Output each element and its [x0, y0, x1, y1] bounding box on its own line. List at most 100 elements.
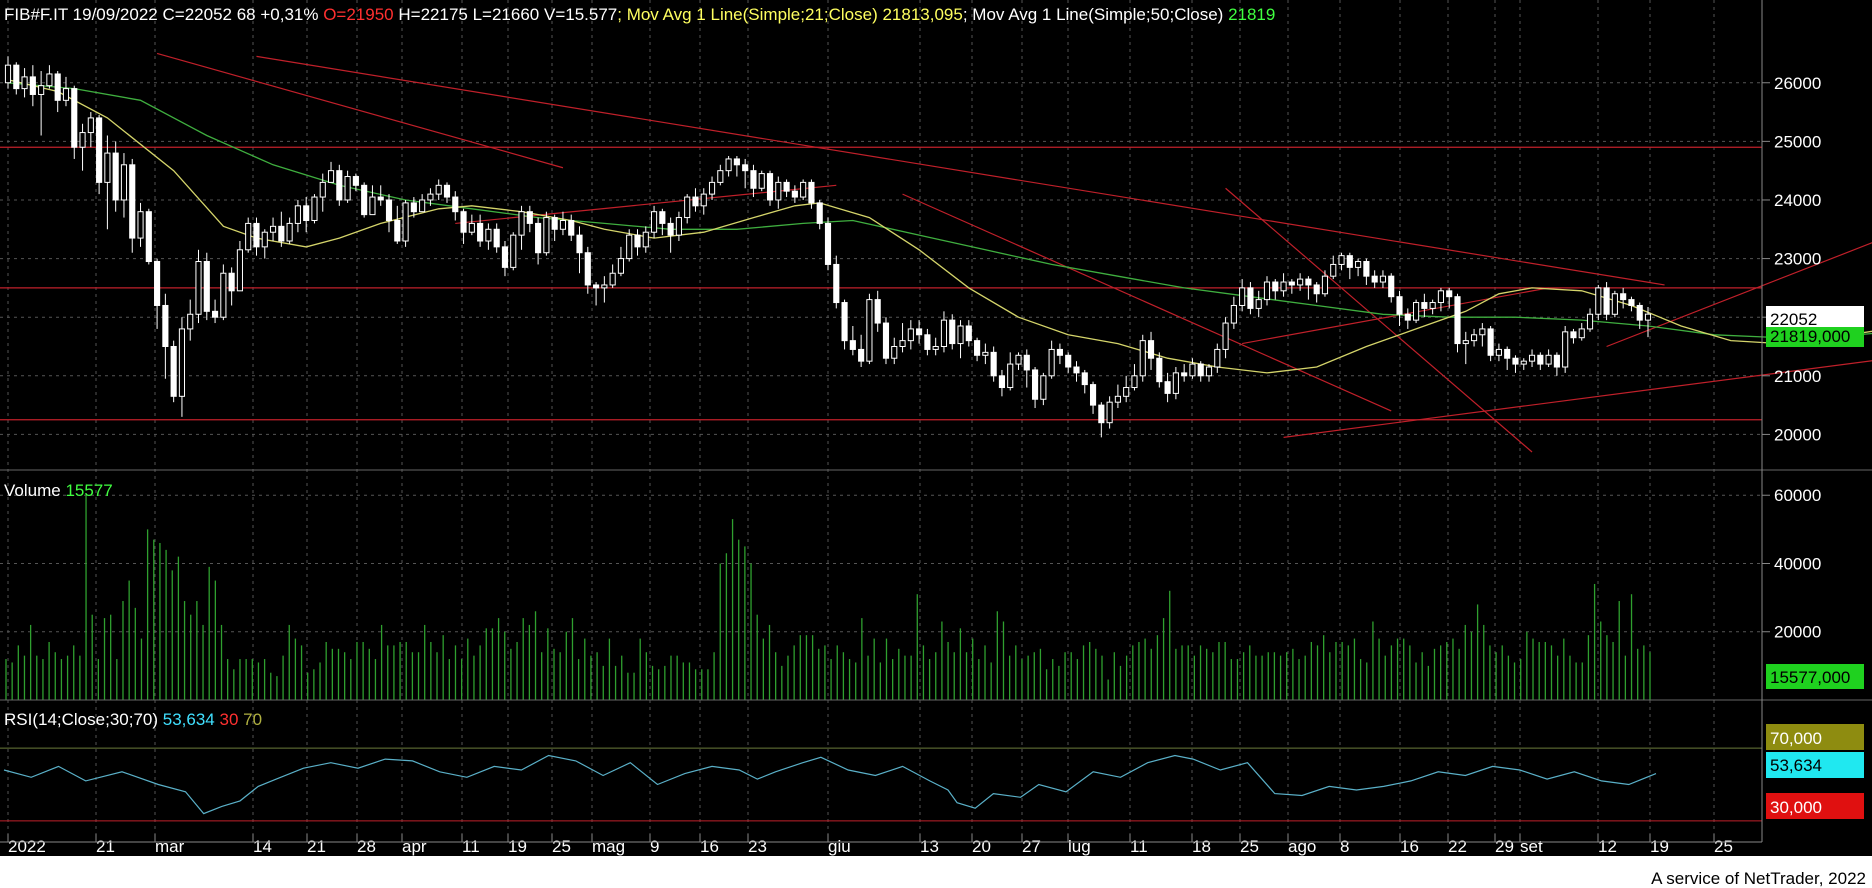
candle-body — [841, 302, 848, 342]
candle-body — [940, 319, 948, 347]
candle-body — [700, 193, 707, 207]
candle-body — [1446, 290, 1453, 298]
candle-body — [733, 158, 740, 166]
candle-body — [303, 205, 310, 221]
svg-text:30,000: 30,000 — [1770, 798, 1822, 817]
x-tick-label: 25 — [1240, 837, 1259, 856]
svg-text:22052: 22052 — [1770, 310, 1817, 329]
trendline — [156, 52, 564, 169]
candle-body — [1098, 404, 1105, 424]
candle-body — [29, 76, 36, 95]
candle-body — [1181, 372, 1188, 377]
candle-body — [866, 299, 873, 362]
chart-header: FIB#F.IT 19/09/2022 C=22052 68 +0,31% O=… — [4, 5, 1275, 24]
candle-body — [932, 346, 939, 350]
candle-body — [1023, 354, 1030, 371]
candle-body — [452, 196, 459, 213]
candle-body — [1330, 263, 1337, 277]
candle-body — [800, 181, 807, 198]
candle-body — [742, 164, 749, 172]
candle-body — [87, 117, 94, 134]
candle-body — [1056, 348, 1063, 356]
candle-body — [38, 85, 45, 95]
rsi-panel-label: RSI(14;Close;30;70) 53,634 30 70 — [4, 710, 262, 729]
candle-body — [766, 173, 774, 201]
x-tick-label: mag — [592, 837, 625, 856]
candle-body — [990, 351, 997, 377]
candle-body — [1272, 281, 1279, 292]
candle-body — [1537, 354, 1544, 365]
candle-body — [352, 176, 359, 186]
candle-body — [791, 190, 798, 198]
candle-body — [982, 351, 989, 356]
x-tick-label: 16 — [1400, 837, 1419, 856]
candle-body — [659, 211, 666, 224]
candle-body — [1321, 275, 1329, 295]
x-tick-label: mar — [155, 837, 185, 856]
candle-body — [1156, 357, 1163, 383]
candle-body — [1073, 366, 1080, 374]
candle-body — [1520, 360, 1527, 365]
candle-body — [493, 228, 500, 248]
candle-body — [1454, 296, 1461, 345]
candle-body — [916, 328, 923, 336]
candle-body — [137, 211, 144, 239]
candle-body — [1479, 328, 1486, 336]
candle-body — [294, 205, 301, 224]
price-tick-label: 24000 — [1774, 191, 1821, 210]
candle-body — [460, 211, 467, 233]
x-tick-label: 23 — [748, 837, 767, 856]
candle-body — [187, 313, 194, 330]
candle-body — [1255, 299, 1262, 309]
candle-body — [899, 340, 906, 347]
candle-body — [1147, 340, 1155, 359]
candle-body — [601, 284, 608, 289]
candle-body — [311, 196, 318, 221]
candle-body — [269, 225, 277, 233]
candle-body — [584, 252, 591, 286]
candle-body — [717, 170, 724, 183]
candle-body — [684, 196, 691, 219]
volume-tick-label: 40000 — [1774, 554, 1821, 573]
candle-body — [245, 222, 252, 251]
candle-body — [1106, 401, 1113, 424]
chart-grid — [0, 0, 1762, 842]
candle-body — [924, 334, 931, 350]
candle-body — [1504, 348, 1511, 359]
candle-body — [543, 217, 550, 254]
x-tick-label: ago — [1288, 837, 1316, 856]
candle-body — [1263, 281, 1271, 301]
price-tick-label: 25000 — [1774, 132, 1821, 151]
candle-body — [1205, 366, 1213, 377]
candle-body — [1007, 363, 1014, 389]
candle-body — [236, 249, 243, 292]
x-tick-label: set — [1520, 837, 1543, 856]
last-price-badge: 22052 — [1766, 306, 1864, 331]
x-tick-label: 27 — [1022, 837, 1041, 856]
trendlines — [156, 52, 1872, 453]
trendline — [1242, 287, 1549, 345]
candle-body — [783, 181, 790, 192]
volume-panel-label: Volume 15577 — [4, 481, 113, 500]
ma-value-badge: 21819,000 — [1766, 327, 1864, 347]
x-tick-label: 19 — [508, 837, 527, 856]
candle-body — [833, 263, 840, 304]
price-tick-label: 20000 — [1774, 425, 1821, 444]
candle-body — [120, 164, 128, 201]
price-tick-label: 26000 — [1774, 74, 1821, 93]
candle-body — [526, 211, 533, 224]
x-tick-label: giu — [828, 837, 851, 856]
candle-body — [1230, 304, 1237, 324]
candle-body — [642, 231, 649, 248]
x-tick-label: 2022 — [8, 837, 46, 856]
x-tick-label: 18 — [1192, 837, 1211, 856]
candle-body — [1355, 261, 1362, 268]
candle-body — [1462, 340, 1469, 345]
candle-body — [617, 258, 624, 274]
candle-body — [1015, 354, 1022, 365]
x-tick-label: 20 — [972, 837, 991, 856]
candle-body — [559, 219, 567, 230]
candle-body — [1603, 287, 1610, 315]
candle-body — [112, 152, 119, 201]
